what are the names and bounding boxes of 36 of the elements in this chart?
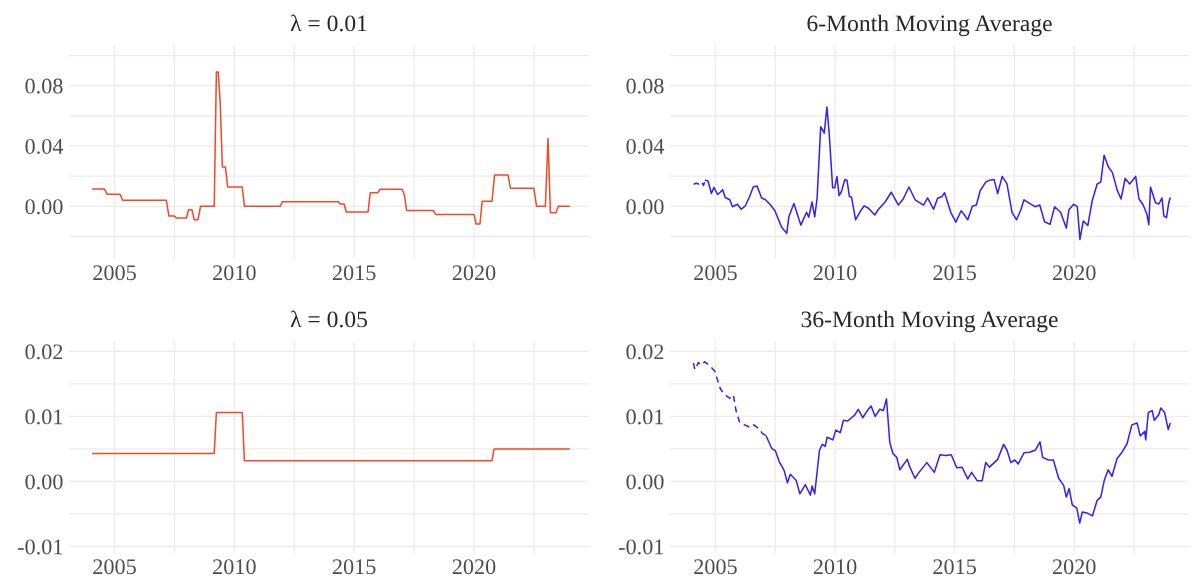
y-tick-label: 0.08 xyxy=(25,78,63,94)
x-tick-label: 2010 xyxy=(813,559,857,575)
x-tick-label: 2010 xyxy=(213,265,256,281)
chart-title: 6-Month Moving Average xyxy=(807,14,1052,37)
y-tick-label: 0.00 xyxy=(25,199,63,215)
x-tick-label: 2020 xyxy=(452,265,496,281)
y-tick-label: 0.00 xyxy=(25,474,63,490)
y-tick-label: 0.00 xyxy=(626,474,664,490)
y-tick-label: -0.01 xyxy=(618,539,664,555)
x-tick-label: 2020 xyxy=(1052,559,1096,575)
line-series xyxy=(91,411,571,462)
chart-title: λ = 0.01 xyxy=(290,14,367,32)
x-tick-label: 2020 xyxy=(1052,265,1096,281)
x-tick-label: 2015 xyxy=(332,559,376,575)
y-tick-label: 0.02 xyxy=(25,344,63,360)
line-series xyxy=(91,71,571,225)
chart-title: 36-Month Moving Average xyxy=(801,310,1058,333)
y-tick-label: 0.02 xyxy=(626,344,664,360)
x-tick-label: 2005 xyxy=(694,265,737,281)
y-tick-label: 0.04 xyxy=(25,138,64,154)
y-tick-label: 0.04 xyxy=(626,138,665,154)
y-tick-label: 0.00 xyxy=(626,199,664,215)
x-tick-label: 2005 xyxy=(694,559,737,575)
y-tick-label: 0.01 xyxy=(626,409,664,425)
y-tick-label: -0.01 xyxy=(17,539,63,555)
y-tick-label: 0.01 xyxy=(25,409,63,425)
x-tick-label: 2010 xyxy=(213,559,256,575)
chart-title: λ = 0.05 xyxy=(290,310,368,328)
y-tick-label: 0.08 xyxy=(626,78,664,94)
x-tick-label: 2015 xyxy=(933,265,976,281)
x-tick-label: 2010 xyxy=(813,265,857,281)
x-tick-label: 2015 xyxy=(332,265,376,281)
x-tick-label: 2005 xyxy=(93,559,136,575)
x-tick-label: 2015 xyxy=(933,559,976,575)
x-tick-label: 2020 xyxy=(452,559,496,575)
x-tick-label: 2005 xyxy=(93,265,136,281)
